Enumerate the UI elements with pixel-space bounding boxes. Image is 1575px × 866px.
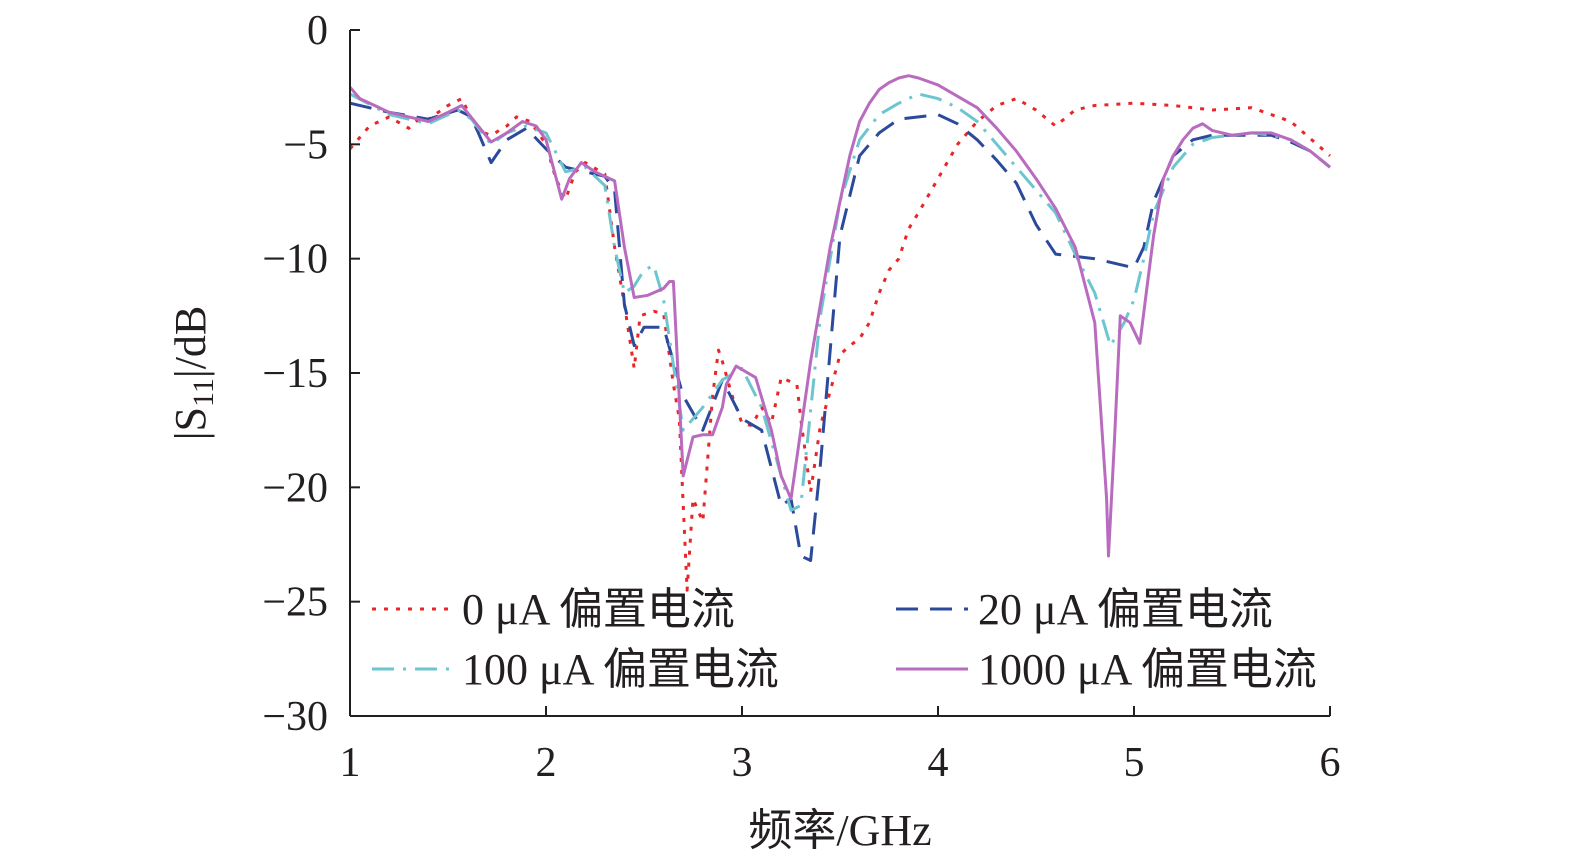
y-tick-label: −15	[262, 351, 328, 397]
x-tick-label: 2	[536, 740, 557, 786]
legend-label-100ua: 100 μA 偏置电流	[462, 645, 779, 694]
legend-label-1000ua: 1000 μA 偏置电流	[978, 645, 1317, 694]
y-axis-title-subscript: 11	[187, 378, 220, 407]
x-tick-label: 3	[732, 740, 753, 786]
y-tick-label: −25	[262, 580, 328, 626]
x-tick-label: 1	[340, 740, 361, 786]
legend-label-20ua: 20 μA 偏置电流	[978, 585, 1273, 634]
x-tick-label: 4	[928, 740, 949, 786]
y-axis-title-prefix: |S	[166, 407, 215, 440]
x-tick-label: 6	[1320, 740, 1341, 786]
series-line-2	[349, 92, 1331, 512]
y-tick-label: −30	[262, 694, 328, 740]
y-tick-label: −10	[262, 237, 328, 283]
legend-label-0ua: 0 μA 偏置电流	[462, 585, 735, 634]
series-layer	[348, 74, 1331, 592]
y-tick-label: −20	[262, 465, 328, 511]
y-axis-title: |S11|/dB	[166, 306, 220, 441]
ticks: 1 2 3 4 5 6 0 −5 −10 −15 −20 −25 −30	[262, 8, 1340, 786]
y-tick-label: 0	[307, 8, 328, 54]
x-axis-title: 频率/GHz	[748, 806, 931, 855]
series-line-3	[348, 74, 1331, 558]
series-line-0	[348, 97, 1331, 592]
series-line-1	[349, 101, 1331, 562]
x-tick-label: 5	[1124, 740, 1145, 786]
y-tick-label: −5	[283, 122, 328, 168]
legend: 0 μA 偏置电流 20 μA 偏置电流 100 μA 偏置电流 1000 μA…	[372, 585, 1317, 694]
y-axis-title-suffix: |/dB	[166, 306, 215, 378]
